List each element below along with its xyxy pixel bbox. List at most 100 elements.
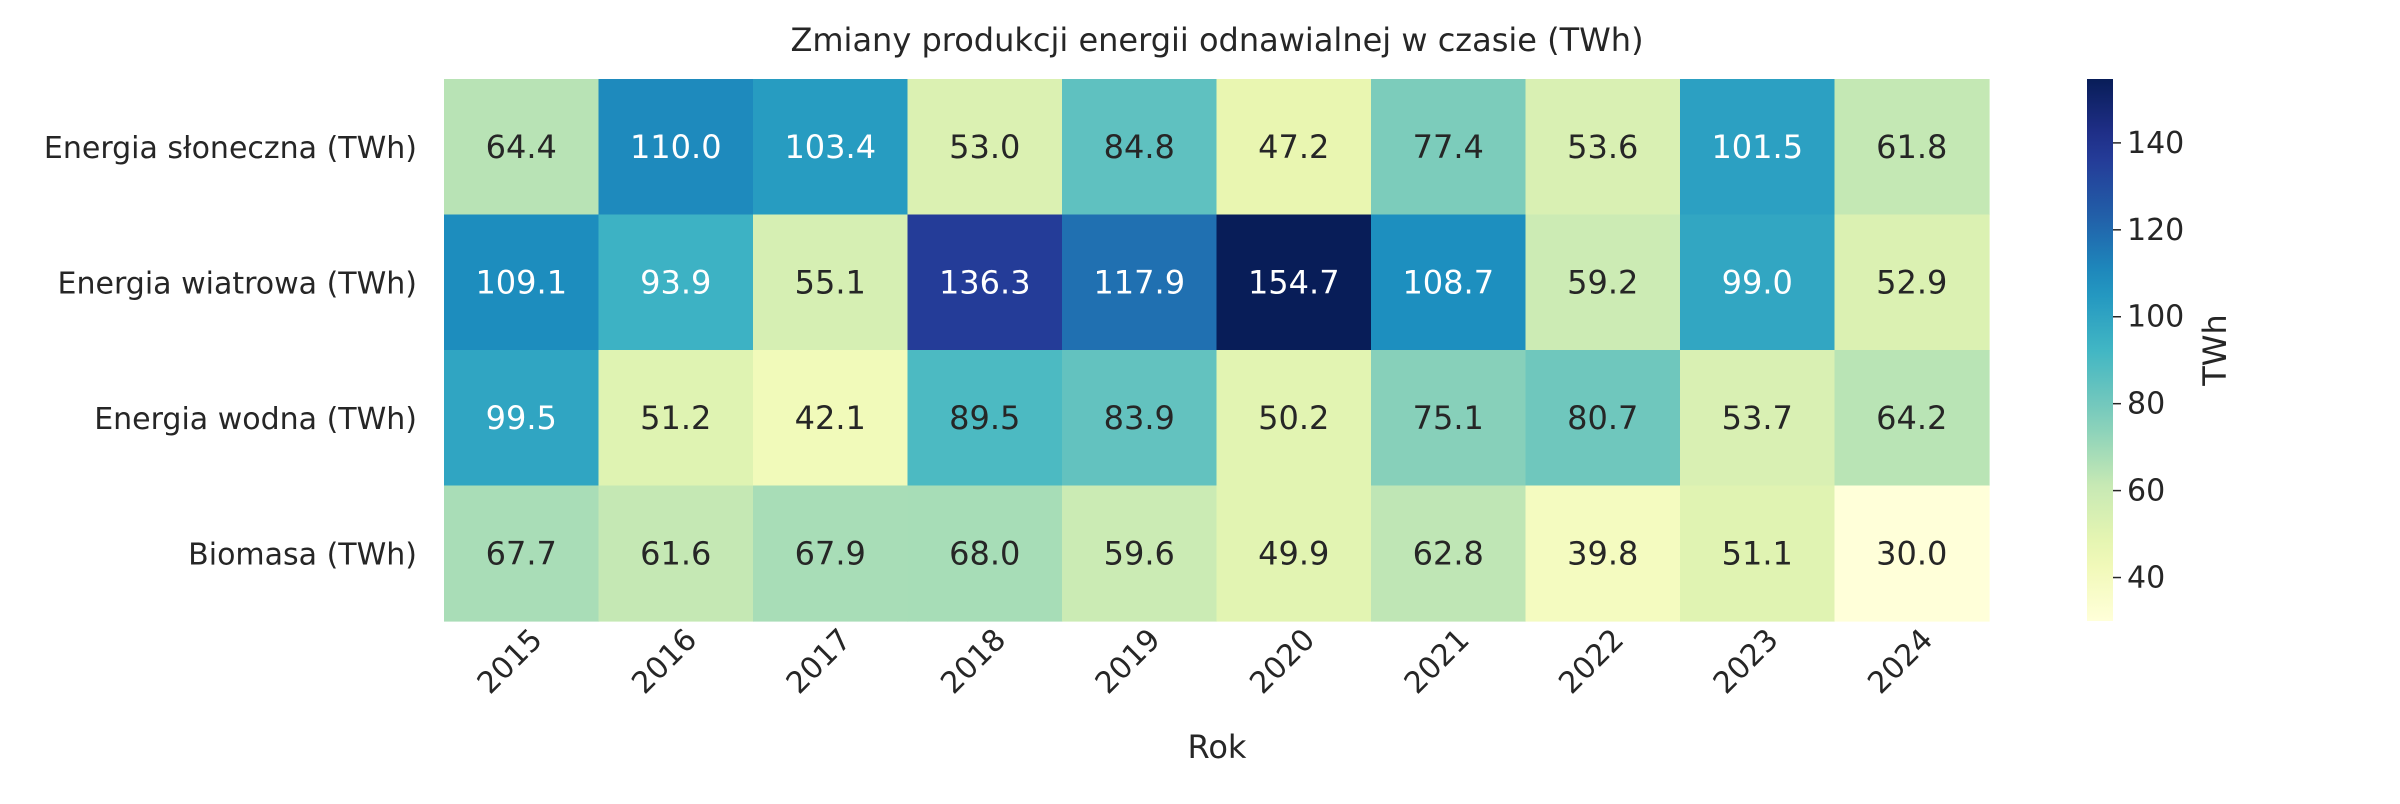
column-label: 2018 xyxy=(934,622,1013,701)
row-label: Biomasa (TWh) xyxy=(188,537,417,572)
heatmap-cell xyxy=(1525,214,1681,351)
column-label: 2016 xyxy=(625,622,704,701)
cell-value-label: 75.1 xyxy=(1413,399,1484,437)
cell-value-label: 68.0 xyxy=(949,534,1020,572)
heatmap-cell xyxy=(753,79,909,216)
cell-value-label: 110.0 xyxy=(630,128,722,166)
column-label: 2020 xyxy=(1243,622,1322,701)
heatmap-cell xyxy=(907,350,1063,487)
heatmap-cell xyxy=(1216,350,1372,487)
colorbar-tick-label: 120 xyxy=(2127,213,2184,248)
heatmap-cell xyxy=(1525,485,1681,622)
cell-value-label: 51.1 xyxy=(1722,534,1793,572)
heatmap-cell xyxy=(598,79,754,216)
heatmap-cell xyxy=(1680,214,1836,351)
heatmap-cell xyxy=(1834,485,1990,622)
cell-value-label: 89.5 xyxy=(949,399,1020,437)
heatmap-cell xyxy=(907,214,1063,351)
cell-value-label: 108.7 xyxy=(1402,263,1494,301)
heatmap-cell xyxy=(753,214,909,351)
heatmap-cell xyxy=(598,214,754,351)
column-label: 2023 xyxy=(1707,622,1786,701)
cell-value-label: 67.7 xyxy=(486,534,557,572)
cell-value-label: 42.1 xyxy=(795,399,866,437)
heatmap-cell xyxy=(1680,485,1836,622)
heatmap-cell xyxy=(1216,485,1372,622)
column-label: 2021 xyxy=(1398,622,1477,701)
heatmap-cell xyxy=(1216,214,1372,351)
heatmap-cell xyxy=(1371,350,1527,487)
cell-value-label: 67.9 xyxy=(795,534,866,572)
cell-value-label: 99.0 xyxy=(1722,263,1793,301)
cell-value-label: 84.8 xyxy=(1104,128,1175,166)
cell-value-label: 64.4 xyxy=(486,128,557,166)
cell-value-label: 154.7 xyxy=(1248,263,1340,301)
row-label: Energia wodna (TWh) xyxy=(94,402,417,437)
column-label: 2024 xyxy=(1861,622,1940,701)
cell-value-label: 103.4 xyxy=(784,128,876,166)
cell-value-label: 59.6 xyxy=(1104,534,1175,572)
cell-value-label: 53.6 xyxy=(1567,128,1638,166)
cell-value-label: 80.7 xyxy=(1567,399,1638,437)
cell-value-label: 30.0 xyxy=(1876,534,1947,572)
heatmap-cell xyxy=(1834,350,1990,487)
row-labels: Energia słoneczna (TWh) Energia wiatrowa … xyxy=(44,131,417,573)
colorbar-tick-label: 80 xyxy=(2127,387,2165,422)
heatmap-cell xyxy=(598,350,754,487)
column-label: 2022 xyxy=(1552,622,1631,701)
heatmap-cell xyxy=(444,79,600,216)
cell-value-label: 53.7 xyxy=(1722,399,1793,437)
cell-value-label: 39.8 xyxy=(1567,534,1638,572)
cell-value-label: 101.5 xyxy=(1711,128,1803,166)
row-label: Energia wiatrowa (TWh) xyxy=(58,266,417,301)
cell-value-label: 99.5 xyxy=(486,399,557,437)
cell-value-label: 83.9 xyxy=(1104,399,1175,437)
colorbar-gradient xyxy=(2087,79,2113,621)
column-label: 2015 xyxy=(471,622,550,701)
cell-value-label: 61.6 xyxy=(640,534,711,572)
cell-value-label: 55.1 xyxy=(795,263,866,301)
heatmap-cell xyxy=(598,485,754,622)
cell-value-label: 136.3 xyxy=(939,263,1031,301)
colorbar-label: TWh xyxy=(2196,314,2234,386)
heatmap-cell xyxy=(1834,214,1990,351)
cell-value-label: 109.1 xyxy=(475,263,567,301)
colorbar-tick-label: 100 xyxy=(2127,300,2184,335)
heatmap-cell xyxy=(753,485,909,622)
heatmap-cell xyxy=(753,350,909,487)
heatmap-cell xyxy=(444,214,600,351)
heatmap-cell xyxy=(907,79,1063,216)
heatmap-cell xyxy=(907,485,1063,622)
colorbar-tick-label: 140 xyxy=(2127,126,2184,161)
heatmap-cell xyxy=(1062,485,1218,622)
heatmap-cell xyxy=(1680,350,1836,487)
cell-value-label: 50.2 xyxy=(1258,399,1329,437)
colorbar-tick-label: 40 xyxy=(2127,561,2165,596)
cell-value-label: 93.9 xyxy=(640,263,711,301)
heatmap-cell xyxy=(1216,79,1372,216)
heatmap-cell xyxy=(1371,79,1527,216)
cell-value-label: 51.2 xyxy=(640,399,711,437)
heatmap-cell xyxy=(1062,350,1218,487)
cell-value-label: 64.2 xyxy=(1876,399,1947,437)
cell-value-label: 62.8 xyxy=(1413,534,1484,572)
column-labels: 2015 2016 2017 2018 2019 2020 2021 2022 2023 2024 xyxy=(471,622,1940,701)
heatmap-cell xyxy=(1062,214,1218,351)
cell-value-label: 77.4 xyxy=(1413,128,1484,166)
cell-value-label: 59.2 xyxy=(1567,263,1638,301)
heatmap-cell xyxy=(1525,350,1681,487)
chart-title: Zmiany produkcji energii odnawialnej w c… xyxy=(790,21,1643,59)
heatmap-cell xyxy=(1371,485,1527,622)
heatmap-cell xyxy=(444,485,600,622)
cell-value-label: 49.9 xyxy=(1258,534,1329,572)
row-label: Energia słoneczna (TWh) xyxy=(44,131,417,166)
column-label: 2019 xyxy=(1089,622,1168,701)
colorbar-tick-label: 60 xyxy=(2127,474,2165,509)
column-label: 2017 xyxy=(780,622,859,701)
cell-value-label: 47.2 xyxy=(1258,128,1329,166)
heatmap-cell xyxy=(1371,214,1527,351)
heatmap-cell xyxy=(444,350,600,487)
colorbar: 40 60 80 100 120 140 TWh xyxy=(2087,79,2234,621)
